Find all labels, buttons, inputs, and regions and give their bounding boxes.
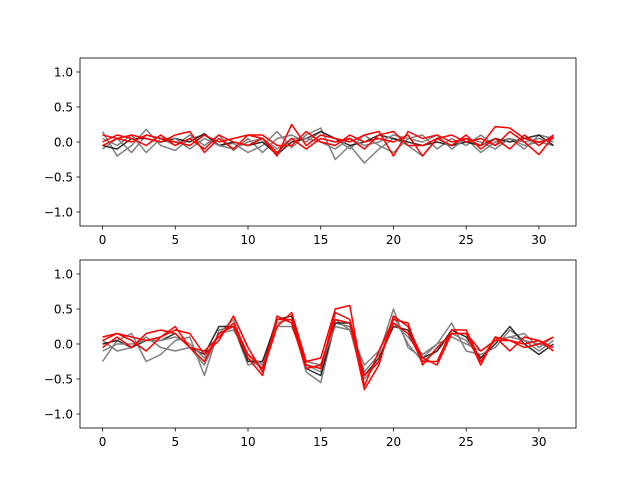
top-series-layer	[101, 123, 555, 164]
bottom-series-gray-3	[102, 322, 554, 366]
top-xtick-label: 0	[99, 233, 107, 247]
top-subplot: 0 5 10 15 20 25 30 −1.0 −0.5 0.0 0.5 1.0	[44, 57, 577, 247]
top-xtick-label: 5	[171, 233, 179, 247]
bottom-series-layer	[101, 304, 554, 391]
top-ticks: 0 5 10 15 20 25 30 −1.0 −0.5 0.0 0.5 1.0	[44, 65, 547, 247]
bottom-ytick-label: 0.5	[54, 302, 73, 316]
bottom-xtick-label: 0	[99, 435, 107, 449]
top-ytick-label: 1.0	[54, 65, 73, 79]
top-series-red-6	[102, 130, 555, 157]
top-xtick-label: 10	[240, 233, 255, 247]
top-xtick-label: 25	[459, 233, 474, 247]
top-xtick-label: 30	[531, 233, 546, 247]
bottom-xtick-label: 5	[171, 435, 179, 449]
bottom-series-red-6	[102, 315, 554, 391]
bottom-xtick-label: 30	[531, 435, 546, 449]
top-ytick-label: 0.5	[54, 100, 73, 114]
top-series-gray-3	[102, 134, 554, 154]
bottom-ytick-label: −1.0	[44, 407, 73, 421]
top-ytick-label: −0.5	[44, 170, 73, 184]
bottom-ytick-label: 1.0	[54, 267, 73, 281]
top-xtick-label: 20	[386, 233, 401, 247]
bottom-xtick-label: 25	[459, 435, 474, 449]
top-ytick-label: 0.0	[54, 135, 73, 149]
bottom-xtick-label: 20	[386, 435, 401, 449]
bottom-xtick-label: 15	[313, 435, 328, 449]
bottom-ytick-label: −0.5	[44, 372, 73, 386]
bottom-ytick-label: 0.0	[54, 337, 73, 351]
top-series-red-4	[102, 123, 554, 157]
bottom-ticks: 0 5 10 15 20 25 30 −1.0 −0.5 0.0 0.5 1.0	[44, 267, 547, 449]
top-xtick-label: 15	[313, 233, 328, 247]
top-ytick-label: −1.0	[44, 205, 73, 219]
bottom-xtick-label: 10	[240, 435, 255, 449]
bottom-subplot: 0 5 10 15 20 25 30 −1.0 −0.5 0.0 0.5 1.0	[44, 259, 577, 449]
top-series-red-5	[102, 130, 554, 154]
